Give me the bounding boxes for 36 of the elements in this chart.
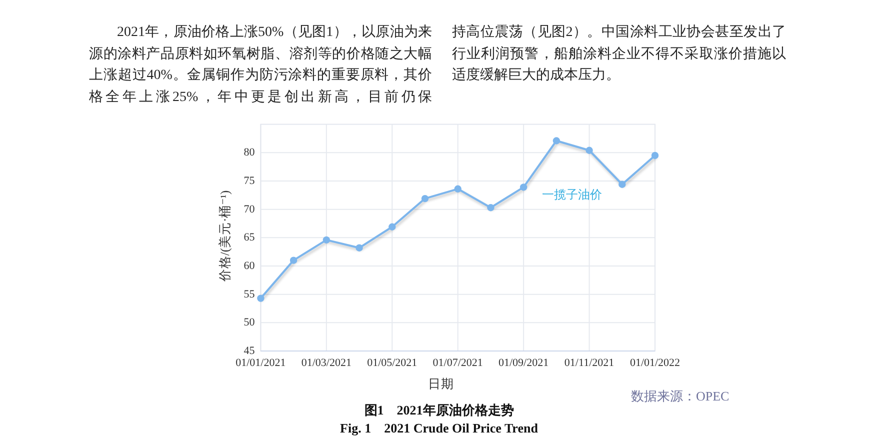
point — [586, 146, 593, 154]
point — [487, 204, 494, 212]
text: 持高位震荡（见图2）。中国涂料工业协会甚至发出了行业利润预警，船舶涂料企业不得不采取涨价措施以适度缓解巨大的成本压力。 — [452, 23, 786, 86]
series-label: 一揽子油价 — [542, 188, 602, 202]
caption: 图1 2021年原油价格走势 — [364, 402, 514, 418]
caption: Fig. 1 2021 Crude Oil Price Trend — [340, 420, 539, 436]
x-axis-title: 日期 — [428, 377, 454, 391]
point — [454, 185, 462, 193]
y-tick-label: 45 — [244, 345, 256, 357]
point — [618, 180, 626, 188]
point — [520, 184, 528, 191]
point — [356, 244, 363, 252]
x-tick-label: 01/09/2021 — [498, 357, 549, 369]
point — [322, 236, 330, 244]
y-tick-label: 60 — [244, 260, 256, 272]
x-tick-label: 01/05/2021 — [367, 357, 418, 369]
y-tick-label: 70 — [244, 203, 256, 216]
point — [552, 137, 560, 144]
y-tick-label: 65 — [244, 232, 256, 244]
point — [257, 294, 264, 302]
text: 2021年，原油价格上涨50%（见图1），以原油为来源的涂料产品原料如环氧树脂、溶剂等的价格随之大幅上涨超过40%。金属铜作为防污涂料的重要原料，其价格全年上涨25%，年中更是创出新高，目前仍保 — [89, 24, 432, 108]
point — [651, 152, 659, 160]
y-tick-label: 75 — [244, 174, 256, 187]
y-axis-title: 价格/(美元·桶⁻¹) — [217, 190, 232, 283]
y-tick-label: 50 — [244, 316, 256, 329]
point — [388, 223, 396, 230]
point — [290, 256, 298, 264]
x-tick-label: 01/11/2021 — [564, 357, 614, 369]
x-tick-label: 01/07/2021 — [432, 357, 483, 369]
source-note: 数据来源：OPEC — [631, 388, 730, 404]
y-tick-label: 55 — [244, 288, 256, 300]
y-tick-label: 80 — [244, 146, 256, 159]
x-tick-label: 01/03/2021 — [301, 357, 352, 369]
x-tick-label: 01/01/2021 — [236, 357, 286, 369]
point — [421, 194, 429, 202]
x-tick-label: 01/01/2022 — [630, 357, 680, 369]
